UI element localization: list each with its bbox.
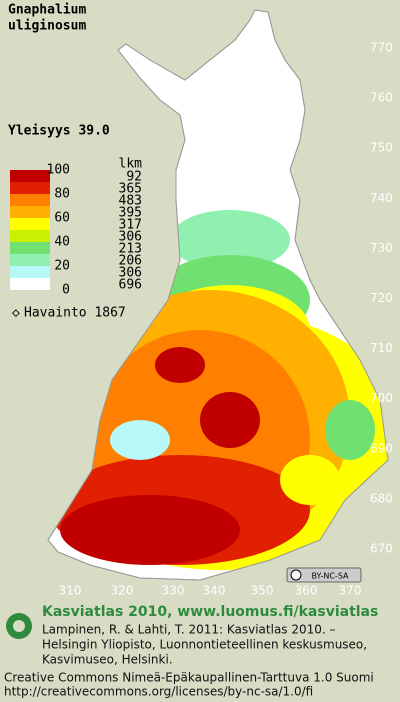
northing-label: 740 <box>370 191 393 205</box>
legend-count: 395 <box>119 206 142 221</box>
citation: Lampinen, R. & Lahti, T. 2011: Kasviatla… <box>42 623 336 637</box>
legend-scale-label: 60 <box>54 211 70 226</box>
badge-box <box>286 567 362 583</box>
license: Creative Commons Nimeä-Epäkaupallinen-Ta… <box>4 671 374 685</box>
legend-scale-label: 40 <box>54 235 70 250</box>
legend-count: 206 <box>119 254 142 269</box>
legend-swatch <box>10 254 50 266</box>
legend-swatch <box>10 206 50 218</box>
easting-label: 310 <box>59 584 82 598</box>
easting-label: 330 <box>162 584 185 598</box>
northing-label: 700 <box>370 391 393 405</box>
legend-count: 317 <box>119 218 142 233</box>
northing-label: 710 <box>370 341 393 355</box>
legend-scale-label: 80 <box>54 187 70 202</box>
footer-heading: Kasviatlas 2010, www.luomus.fi/kasviatla… <box>42 604 378 620</box>
legend-scale-label: 100 <box>47 163 70 178</box>
easting-label: 370 <box>339 584 362 598</box>
easting-label: 360 <box>295 584 318 598</box>
citation: Helsingin Yliopisto, Luonnontieteellinen… <box>42 638 367 652</box>
northing-label: 760 <box>370 91 393 105</box>
legend-count: 696 <box>119 278 142 293</box>
easting-label: 340 <box>203 584 226 598</box>
legend-swatch <box>10 170 50 182</box>
citation: Kasvimuseo, Helsinki. <box>42 653 173 667</box>
legend-count: 213 <box>119 242 142 257</box>
logo-swirl-inner <box>13 620 25 632</box>
cc-badge: BY-NC-SA <box>286 567 362 583</box>
marker-symbol: ◇ <box>12 306 20 321</box>
legend-count: 306 <box>119 230 142 245</box>
frequency: Yleisyys 39.0 <box>8 124 110 139</box>
license: http://creativecommons.org/licenses/by-n… <box>4 685 313 699</box>
legend-scale-label: 0 <box>62 283 70 298</box>
northing-label: 720 <box>370 291 393 305</box>
northing-label: 690 <box>370 441 393 455</box>
legend-swatch <box>10 230 50 242</box>
species-name: uliginosum <box>8 19 86 34</box>
legend-swatch <box>10 242 50 254</box>
legend-swatch <box>10 266 50 278</box>
legend: lkm 100806040200923654833953173062132063… <box>10 157 142 298</box>
legend-count: 483 <box>119 194 142 209</box>
badge-text: BY-NC-SA <box>311 572 349 581</box>
legend-swatch <box>10 194 50 206</box>
northing-label: 730 <box>370 241 393 255</box>
observations: Havainto 1867 <box>24 306 126 321</box>
map <box>47 9 389 581</box>
abundance-layer <box>48 210 388 570</box>
legend-swatch <box>10 218 50 230</box>
count-header: lkm <box>119 157 143 172</box>
legend-count: 365 <box>119 182 142 197</box>
legend-count: 306 <box>119 266 142 281</box>
legend-count: 92 <box>126 170 142 185</box>
legend-swatch <box>10 278 50 290</box>
northing-label: 770 <box>370 41 393 55</box>
northing-label: 670 <box>370 542 393 556</box>
legend-swatch <box>10 182 50 194</box>
northing-label: 750 <box>370 141 393 155</box>
easting-label: 350 <box>251 584 274 598</box>
cc-logo <box>290 569 302 581</box>
species-name: Gnaphalium <box>8 3 86 18</box>
legend-scale-label: 20 <box>54 259 70 274</box>
northing-label: 680 <box>370 491 393 505</box>
easting-label: 320 <box>111 584 134 598</box>
logo <box>6 613 32 639</box>
